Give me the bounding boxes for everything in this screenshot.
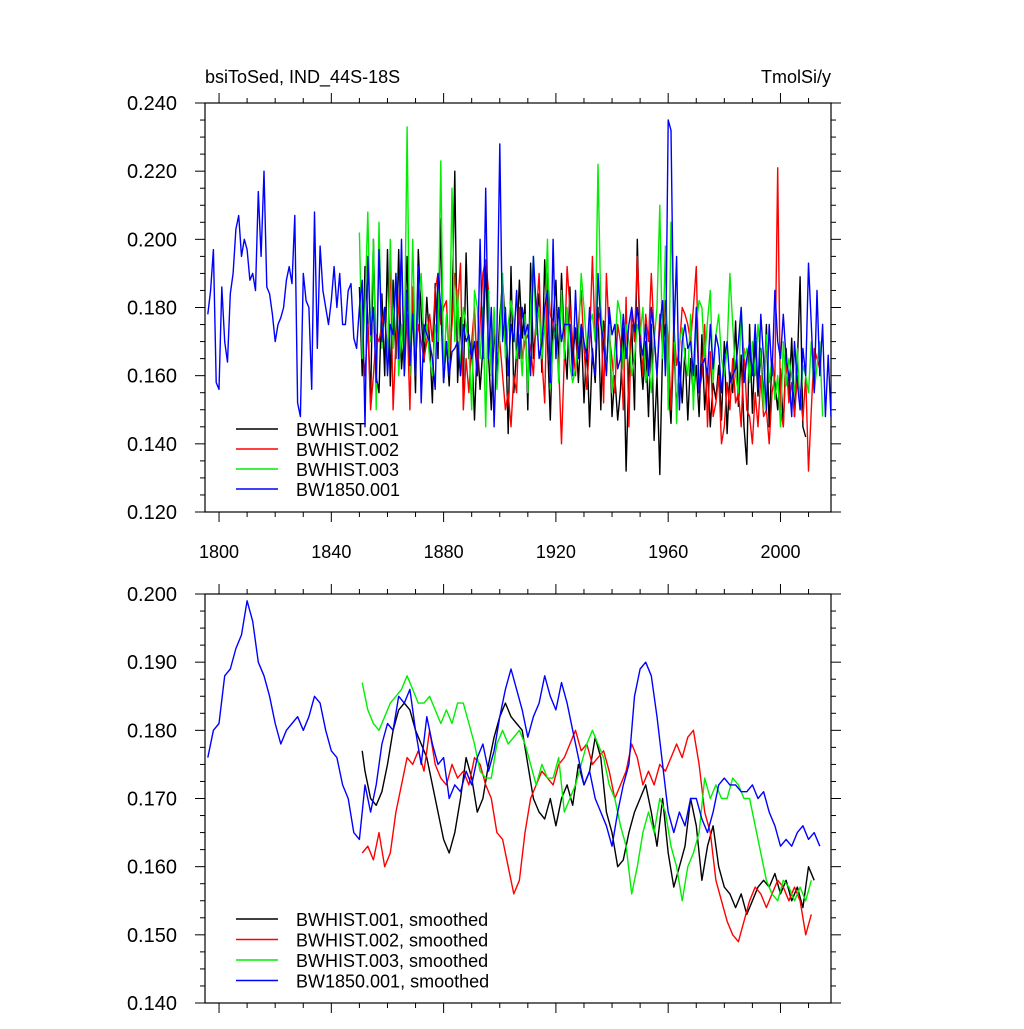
y-tick-label: 0.200 — [127, 229, 177, 251]
legend-label-1: BWHIST.001, smoothed — [296, 910, 488, 930]
y-tick-label: 0.200 — [127, 584, 177, 606]
series-line-4 — [207, 600, 821, 847]
legend-label-4: BW1850.001 — [296, 480, 400, 500]
y-tick-label: 0.240 — [127, 93, 177, 115]
legend-label-1: BWHIST.001 — [296, 420, 399, 440]
y-tick-label: 0.220 — [127, 161, 177, 183]
x-tick-label: 2000 — [760, 542, 800, 562]
y-tick-label: 0.140 — [127, 434, 177, 456]
series-line-4 — [207, 119, 832, 428]
y-tick-label: 0.180 — [127, 298, 177, 320]
x-tick-label: 1840 — [311, 542, 351, 562]
y-tick-label: 0.190 — [127, 652, 177, 674]
top-panel: 1800 1840 1880 1920 1960 2000 0.120 0.140 0.160 0… — [127, 67, 841, 562]
y-tick-label: 0.150 — [127, 925, 177, 947]
legend-label-2: BWHIST.002, smoothed — [296, 931, 488, 951]
y-tick-label: 0.180 — [127, 720, 177, 742]
legend-label-2: BWHIST.002 — [296, 440, 399, 460]
x-tick-label: 1960 — [648, 542, 688, 562]
units-label: TmolSi/y — [761, 67, 831, 87]
legend-label-3: BWHIST.003, smoothed — [296, 951, 488, 971]
legend-label-3: BWHIST.003 — [296, 460, 399, 480]
x-tick-label: 1920 — [536, 542, 576, 562]
series-line-3 — [361, 675, 812, 902]
x-tick-label: 1800 — [199, 542, 239, 562]
bottom-panel: 0.140 0.150 0.160 0.170 0.180 0.190 0.200 BWHIS… — [127, 584, 841, 1015]
chart-title: bsiToSed, IND_44S-18S — [205, 67, 400, 88]
y-tick-label: 0.160 — [127, 857, 177, 879]
legend-label-4: BW1850.001, smoothed — [296, 972, 489, 992]
y-tick-label: 0.160 — [127, 366, 177, 388]
y-tick-label: 0.120 — [127, 502, 177, 524]
y-tick-label: 0.140 — [127, 993, 177, 1015]
y-tick-label: 0.170 — [127, 789, 177, 811]
x-tick-label: 1880 — [424, 542, 464, 562]
